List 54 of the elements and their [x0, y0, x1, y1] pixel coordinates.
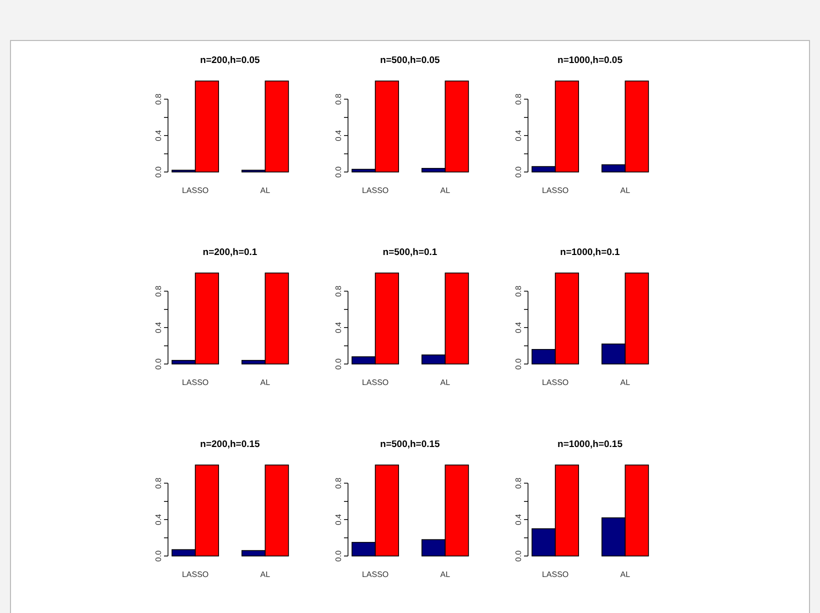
y-tick-label: 0.8: [154, 285, 163, 297]
x-tick-label: AL: [440, 570, 451, 579]
x-tick-label: AL: [620, 186, 631, 195]
x-tick-label: LASSO: [182, 378, 209, 387]
y-tick-label: 0.8: [514, 93, 523, 105]
y-tick-label: 0.4: [514, 129, 523, 142]
chart-title: n=200,h=0.1: [202, 247, 258, 258]
x-tick-label: AL: [620, 570, 631, 579]
x-tick-label: AL: [260, 186, 271, 195]
x-tick-label: LASSO: [362, 378, 389, 387]
x-tick-label: LASSO: [362, 186, 389, 195]
y-tick-label: 0.8: [514, 477, 523, 489]
y-tick-label: 0.0: [334, 358, 343, 370]
y-tick-label: 0.8: [334, 93, 343, 105]
chart-title: n=1000,h=0.1: [560, 247, 621, 258]
y-tick-label: 0.4: [154, 129, 163, 142]
x-tick-label: AL: [620, 378, 631, 387]
x-tick-label: LASSO: [542, 378, 569, 387]
y-tick-label: 0.4: [334, 129, 343, 142]
y-tick-label: 0.4: [154, 321, 163, 334]
y-tick-label: 0.8: [514, 285, 523, 297]
y-tick-label: 0.8: [334, 477, 343, 489]
x-tick-label: AL: [260, 570, 271, 579]
chart-title: n=200,h=0.05: [200, 55, 261, 66]
y-tick-label: 0.0: [514, 358, 523, 370]
y-tick-label: 0.0: [154, 358, 163, 370]
chart-title: n=500,h=0.15: [380, 439, 441, 450]
y-tick-label: 0.4: [514, 513, 523, 526]
x-tick-label: LASSO: [542, 186, 569, 195]
x-tick-label: AL: [440, 378, 451, 387]
y-tick-label: 0.0: [514, 550, 523, 562]
y-tick-label: 0.4: [154, 513, 163, 526]
chart-title: n=1000,h=0.15: [558, 439, 624, 450]
y-tick-label: 0.8: [154, 93, 163, 105]
y-tick-label: 0.0: [514, 166, 523, 178]
y-tick-label: 0.4: [334, 513, 343, 526]
x-tick-label: LASSO: [182, 570, 209, 579]
chart-title: n=1000,h=0.05: [558, 55, 624, 66]
y-tick-label: 0.0: [154, 166, 163, 178]
chart-title: n=200,h=0.15: [200, 439, 261, 450]
y-tick-label: 0.4: [334, 321, 343, 334]
x-tick-label: LASSO: [542, 570, 569, 579]
y-tick-label: 0.0: [334, 166, 343, 178]
y-tick-label: 0.0: [334, 550, 343, 562]
y-tick-label: 0.8: [154, 477, 163, 489]
chart-title: n=500,h=0.05: [380, 55, 441, 66]
x-tick-label: LASSO: [362, 570, 389, 579]
y-tick-label: 0.8: [334, 285, 343, 297]
y-tick-label: 0.4: [514, 321, 523, 334]
y-tick-label: 0.0: [154, 550, 163, 562]
chart-title: n=500,h=0.1: [382, 247, 438, 258]
x-tick-label: LASSO: [182, 186, 209, 195]
x-tick-label: AL: [440, 186, 451, 195]
x-tick-label: AL: [260, 378, 271, 387]
